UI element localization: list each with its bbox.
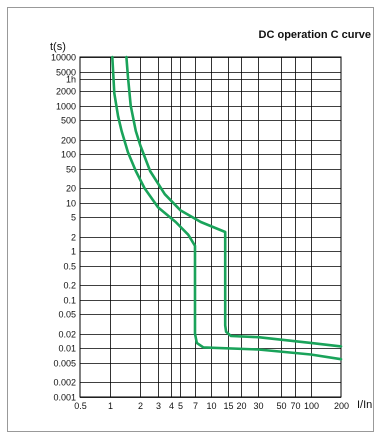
- chart-title: DC operation C curve: [259, 29, 371, 41]
- y-tick-label: 0.005: [53, 359, 76, 369]
- y-tick-label: 0.1: [63, 296, 76, 306]
- y-tick-label: 500: [61, 116, 76, 126]
- y-tick-label: 10000: [51, 53, 76, 63]
- x-tick-label: 10: [206, 401, 216, 411]
- y-tick-label: 1h: [66, 75, 76, 85]
- y-tick-label: 2000: [56, 87, 76, 97]
- y-tick-label: 0.02: [58, 330, 76, 340]
- y-tick-label: 50: [66, 165, 76, 175]
- x-tick-label: 7: [193, 401, 198, 411]
- x-tick-label: 1: [108, 401, 113, 411]
- y-tick-label: 2: [71, 233, 76, 243]
- y-tick-label: 20: [66, 184, 76, 194]
- x-tick-label: 70: [290, 401, 300, 411]
- y-tick-label: 0.5: [63, 262, 76, 272]
- x-tick-label: 200: [334, 401, 349, 411]
- grid: [79, 56, 342, 398]
- y-tick-label: 10: [66, 199, 76, 209]
- curves: [111, 55, 343, 361]
- x-tick-label: 30: [253, 401, 263, 411]
- y-tick-label: 0.05: [58, 310, 76, 320]
- x-tick-label: 5: [178, 401, 183, 411]
- y-tick-label: 1000: [56, 102, 76, 112]
- y-tick-label: 200: [61, 136, 76, 146]
- x-tick-labels: 0.5 1 2 3 4 5 7 10 15 20 30 50 70 100 200: [74, 401, 349, 411]
- x-tick-label: 3: [156, 401, 161, 411]
- x-tick-label: 50: [276, 401, 286, 411]
- plot-area: [79, 56, 342, 398]
- x-tick-label: 20: [236, 401, 246, 411]
- x-tick-label: 2: [138, 401, 143, 411]
- y-tick-label: 0.2: [63, 281, 76, 291]
- x-tick-label: 100: [304, 401, 319, 411]
- y-tick-label: 5000: [56, 68, 76, 78]
- y-tick-label: 100: [61, 150, 76, 160]
- chart-frame: [7, 7, 374, 432]
- x-tick-label: 4: [169, 401, 174, 411]
- y-tick-label: 1: [71, 247, 76, 257]
- y-axis-label: t(s): [50, 41, 66, 53]
- y-tick-label: 5: [71, 213, 76, 223]
- x-axis-label: I/In: [357, 399, 372, 411]
- trip-curve-2: [125, 55, 343, 348]
- x-tick-label: 0.5: [74, 401, 87, 411]
- y-tick-label: 0.001: [53, 393, 76, 403]
- x-tick-label: 15: [223, 401, 233, 411]
- trip-curve-1: [111, 55, 343, 361]
- y-tick-label: 0.002: [53, 378, 76, 388]
- y-tick-label: 0.01: [58, 344, 76, 354]
